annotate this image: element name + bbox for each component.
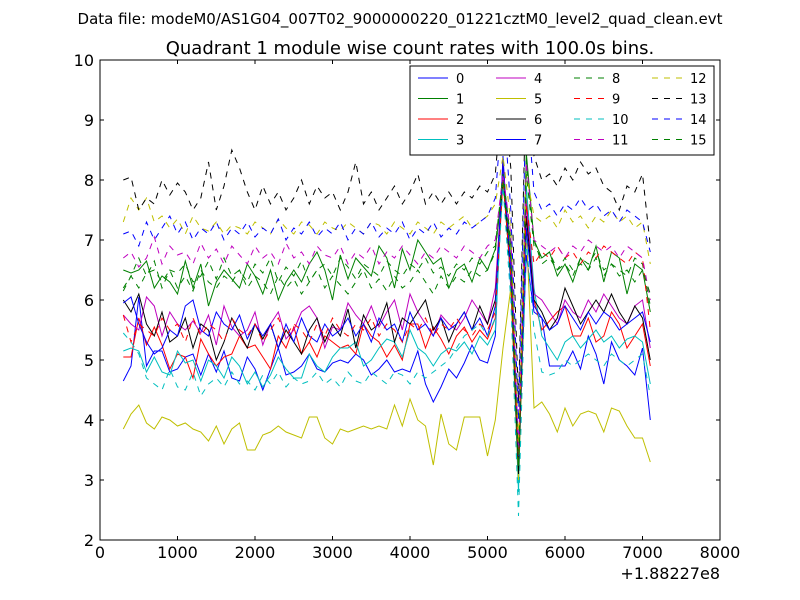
series-line-15 <box>122 173 651 463</box>
x-tick-label: 2000 <box>235 543 276 562</box>
legend-label: 2 <box>456 113 464 128</box>
legend-label: 10 <box>612 113 629 128</box>
y-tick-label: 10 <box>74 51 94 70</box>
legend-item-9: 9 <box>574 93 620 108</box>
legend-item-2: 2 <box>418 113 464 128</box>
legend-label: 4 <box>534 72 542 87</box>
x-tick-label: 0 <box>95 543 105 562</box>
legend-item-3: 3 <box>418 134 464 149</box>
legend-label: 11 <box>612 134 629 149</box>
legend-label: 15 <box>690 134 707 149</box>
legend-item-4: 4 <box>496 72 542 87</box>
y-tick-label: 7 <box>84 231 94 250</box>
series-line-6 <box>122 179 651 475</box>
legend-label: 12 <box>690 72 707 87</box>
legend-item-12: 12 <box>652 72 707 87</box>
chart-title: Quadrant 1 module wise count rates with … <box>166 38 655 59</box>
y-tick-label: 8 <box>84 171 94 190</box>
x-axis: 0 1000 2000 3000 4000 5000 6000 7000 8000 <box>95 60 740 562</box>
series-line-0 <box>122 155 651 460</box>
legend-label: 6 <box>534 113 542 128</box>
y-tick-label: 3 <box>84 471 94 490</box>
legend-item-11: 11 <box>574 134 629 149</box>
legend-item-0: 0 <box>418 72 464 87</box>
y-tick-label: 5 <box>84 351 94 370</box>
legend-item-6: 6 <box>496 113 542 128</box>
legend-item-8: 8 <box>574 72 620 87</box>
x-tick-label: 5000 <box>467 543 508 562</box>
y-tick-label: 2 <box>84 531 94 550</box>
y-tick-label: 4 <box>84 411 94 430</box>
x-tick-label: 4000 <box>390 543 431 562</box>
legend-label: 14 <box>690 113 707 128</box>
x-offset-label: +1.88227e8 <box>620 564 720 583</box>
series-line-14 <box>123 89 651 421</box>
legend-item-7: 7 <box>496 134 542 149</box>
legend-item-15: 15 <box>652 134 707 149</box>
y-tick-label: 9 <box>84 111 94 130</box>
legend-item-10: 10 <box>574 113 629 128</box>
series-line-10 <box>122 185 651 517</box>
legend-label: 5 <box>534 93 542 108</box>
series-line-5 <box>122 227 651 481</box>
legend-label: 7 <box>534 134 542 149</box>
legend-item-13: 13 <box>652 93 707 108</box>
series-line-9 <box>122 179 651 457</box>
legend-item-1: 1 <box>418 93 464 108</box>
x-tick-label: 7000 <box>622 543 663 562</box>
legend-item-14: 14 <box>652 113 707 128</box>
legend-label: 3 <box>456 134 464 149</box>
legend-box <box>409 65 715 156</box>
x-tick-label: 3000 <box>312 543 353 562</box>
x-tick-label: 1000 <box>157 543 198 562</box>
series-line-12 <box>122 155 651 445</box>
series-line-3 <box>123 173 651 493</box>
legend-label: 9 <box>612 93 620 108</box>
x-tick-label: 8000 <box>700 543 741 562</box>
series-line-4 <box>122 167 651 469</box>
legend-item-5: 5 <box>496 93 542 108</box>
series-line-11 <box>122 161 651 451</box>
series-line-8 <box>122 161 651 469</box>
series-line-13 <box>123 71 651 403</box>
suptitle: Data file: modeM0/AS1G04_007T02_90000002… <box>78 10 723 29</box>
legend-label: 1 <box>456 93 464 108</box>
series-line-7 <box>122 161 651 457</box>
legend-label: 13 <box>690 93 707 108</box>
x-tick-label: 6000 <box>545 543 586 562</box>
legend-label: 0 <box>456 72 464 87</box>
plot-lines <box>122 71 651 517</box>
legend-label: 8 <box>612 72 620 87</box>
y-tick-label: 6 <box>84 291 94 310</box>
series-line-1 <box>123 152 651 472</box>
